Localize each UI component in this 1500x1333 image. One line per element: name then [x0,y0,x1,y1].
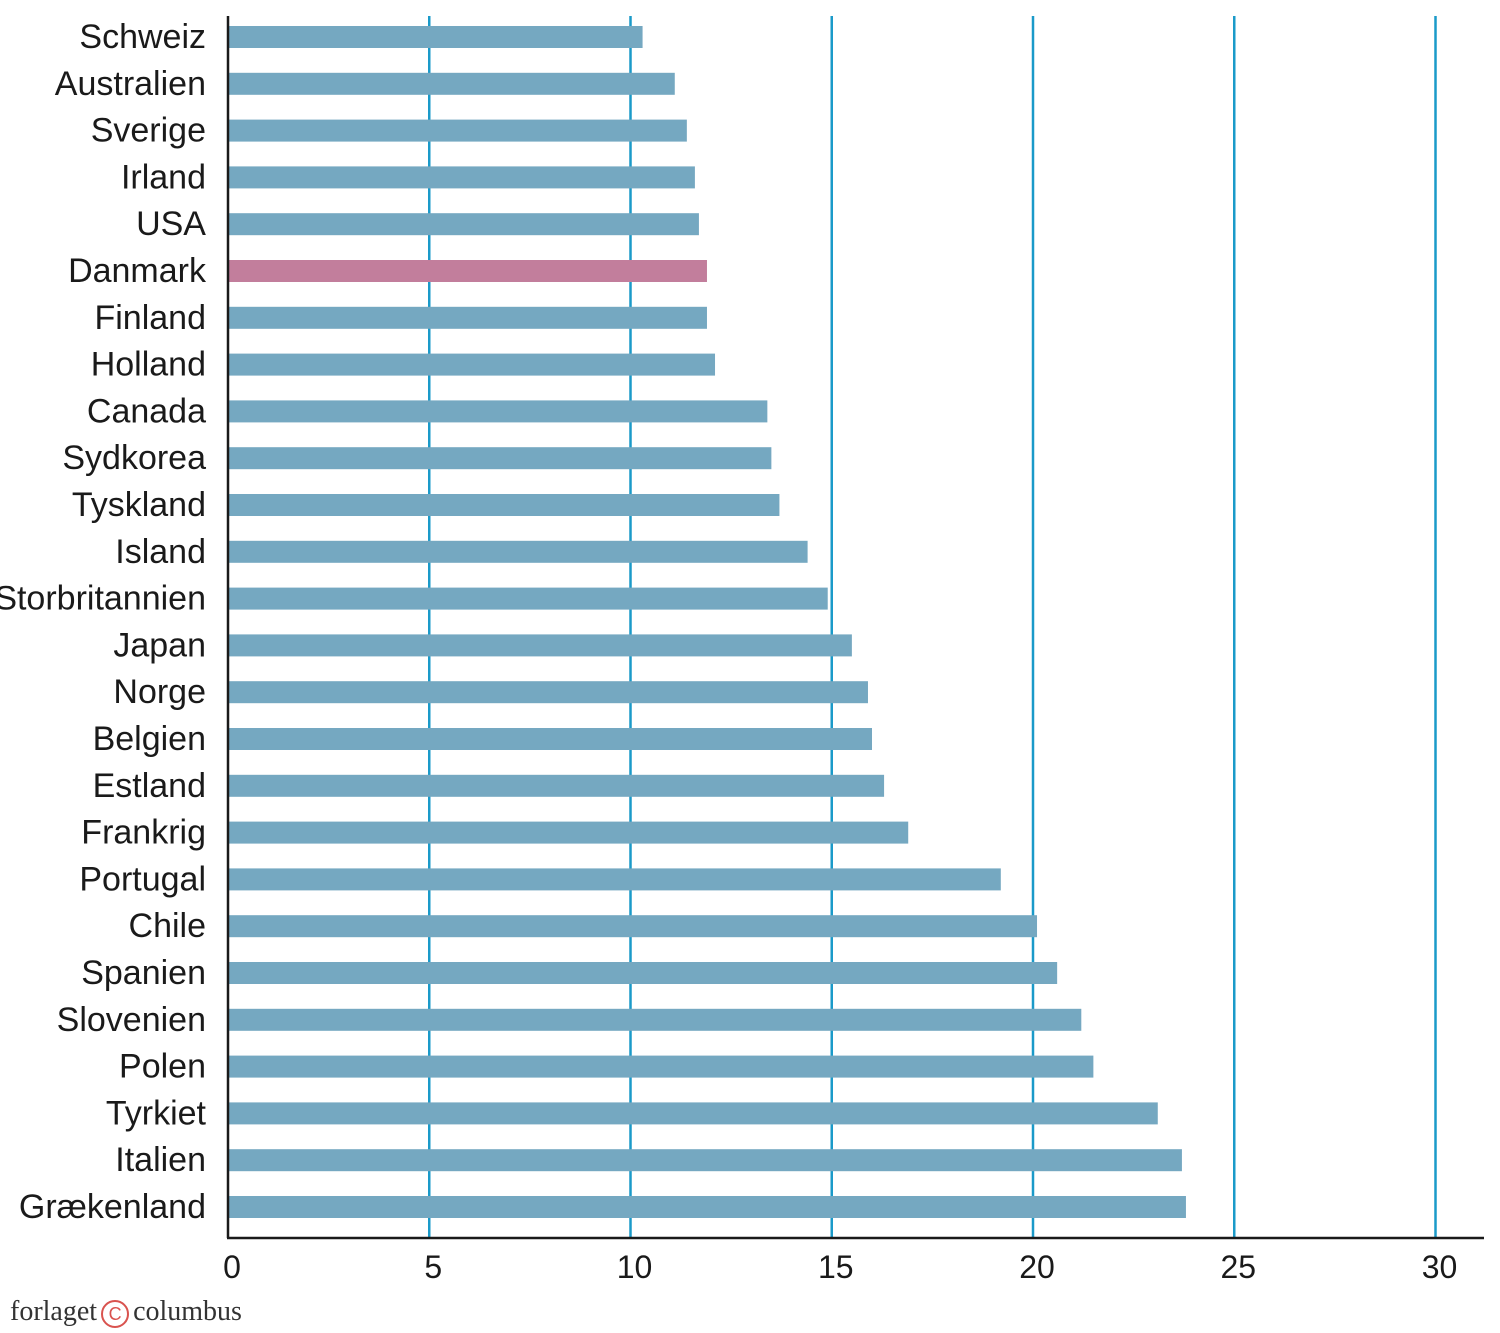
bars [228,26,1186,1218]
category-label-usa: USA [136,205,206,243]
x-tick-label-25: 25 [1220,1249,1256,1285]
category-label-polen: Polen [119,1048,206,1086]
bar-schweiz [228,26,643,48]
bar-island [228,540,808,563]
x-tick-label-5: 5 [424,1249,442,1285]
bar-canada [228,400,768,423]
x-tick-label-30: 30 [1422,1249,1458,1285]
category-label-island: Island [115,533,206,571]
category-label-grækenland: Grækenland [19,1188,206,1226]
category-label-danmark: Danmark [68,252,207,290]
bar-portugal [228,868,1001,891]
category-label-storbritannien: Storbritannien [0,580,206,618]
category-label-holland: Holland [91,346,206,384]
bar-finland [228,306,707,329]
bar-tyrkiet [228,1102,1158,1125]
copyright-icon: C [101,1299,130,1328]
bar-usa [228,213,699,236]
category-label-slovenien: Slovenien [57,1001,206,1039]
category-label-frankrig: Frankrig [81,814,206,852]
category-label-canada: Canada [87,392,206,430]
bar-tyskland [228,494,780,516]
x-tick-labels: 0 5 10 15 20 25 30 [223,1249,1457,1285]
category-label-australien: Australien [55,65,206,103]
category-label-belgien: Belgien [93,720,206,758]
bar-polen [228,1055,1094,1078]
bar-spanien [228,962,1058,984]
category-label-tyrkiet: Tyrkiet [106,1094,207,1132]
bar-estland [228,774,885,797]
bar-australien [228,72,675,95]
publisher-name-left: forlaget [10,1296,98,1327]
category-label-spanien: Spanien [81,954,206,992]
bar-storbritannien [228,587,828,610]
bar-italien [228,1149,1182,1172]
axes [226,16,1484,1240]
category-label-sverige: Sverige [91,112,206,150]
bar-sydkorea [228,447,772,470]
category-label-italien: Italien [115,1141,206,1179]
x-tick-label-20: 20 [1019,1249,1055,1285]
category-label-sydkorea: Sydkorea [62,439,206,477]
category-label-tyskland: Tyskland [72,486,206,524]
bar-grækenland [228,1196,1186,1218]
category-labels: Schweiz Australien Sverige Irland USA Danmark… [0,18,207,1226]
bar-norge [228,681,868,704]
category-label-finland: Finland [94,299,206,337]
category-label-chile: Chile [129,907,206,945]
x-tick-label-0: 0 [223,1249,241,1285]
category-label-japan: Japan [113,626,206,664]
category-label-irland: Irland [121,158,206,196]
category-label-norge: Norge [113,673,206,711]
bar-chile [228,915,1038,938]
bar-belgien [228,728,872,750]
category-label-portugal: Portugal [79,860,206,898]
bar-irland [228,166,695,189]
category-label-schweiz: Schweiz [79,18,206,56]
x-tick-label-10: 10 [617,1249,653,1285]
bar-danmark [228,260,707,282]
category-label-estland: Estland [93,767,206,805]
publisher-name-right: columbus [133,1296,242,1327]
bar-slovenien [228,1008,1082,1031]
grid-lines [428,16,1437,1238]
bar-holland [228,353,716,376]
bar-japan [228,634,852,657]
x-tick-label-15: 15 [818,1249,854,1285]
bar-sverige [228,119,687,142]
bar-frankrig [228,821,909,844]
